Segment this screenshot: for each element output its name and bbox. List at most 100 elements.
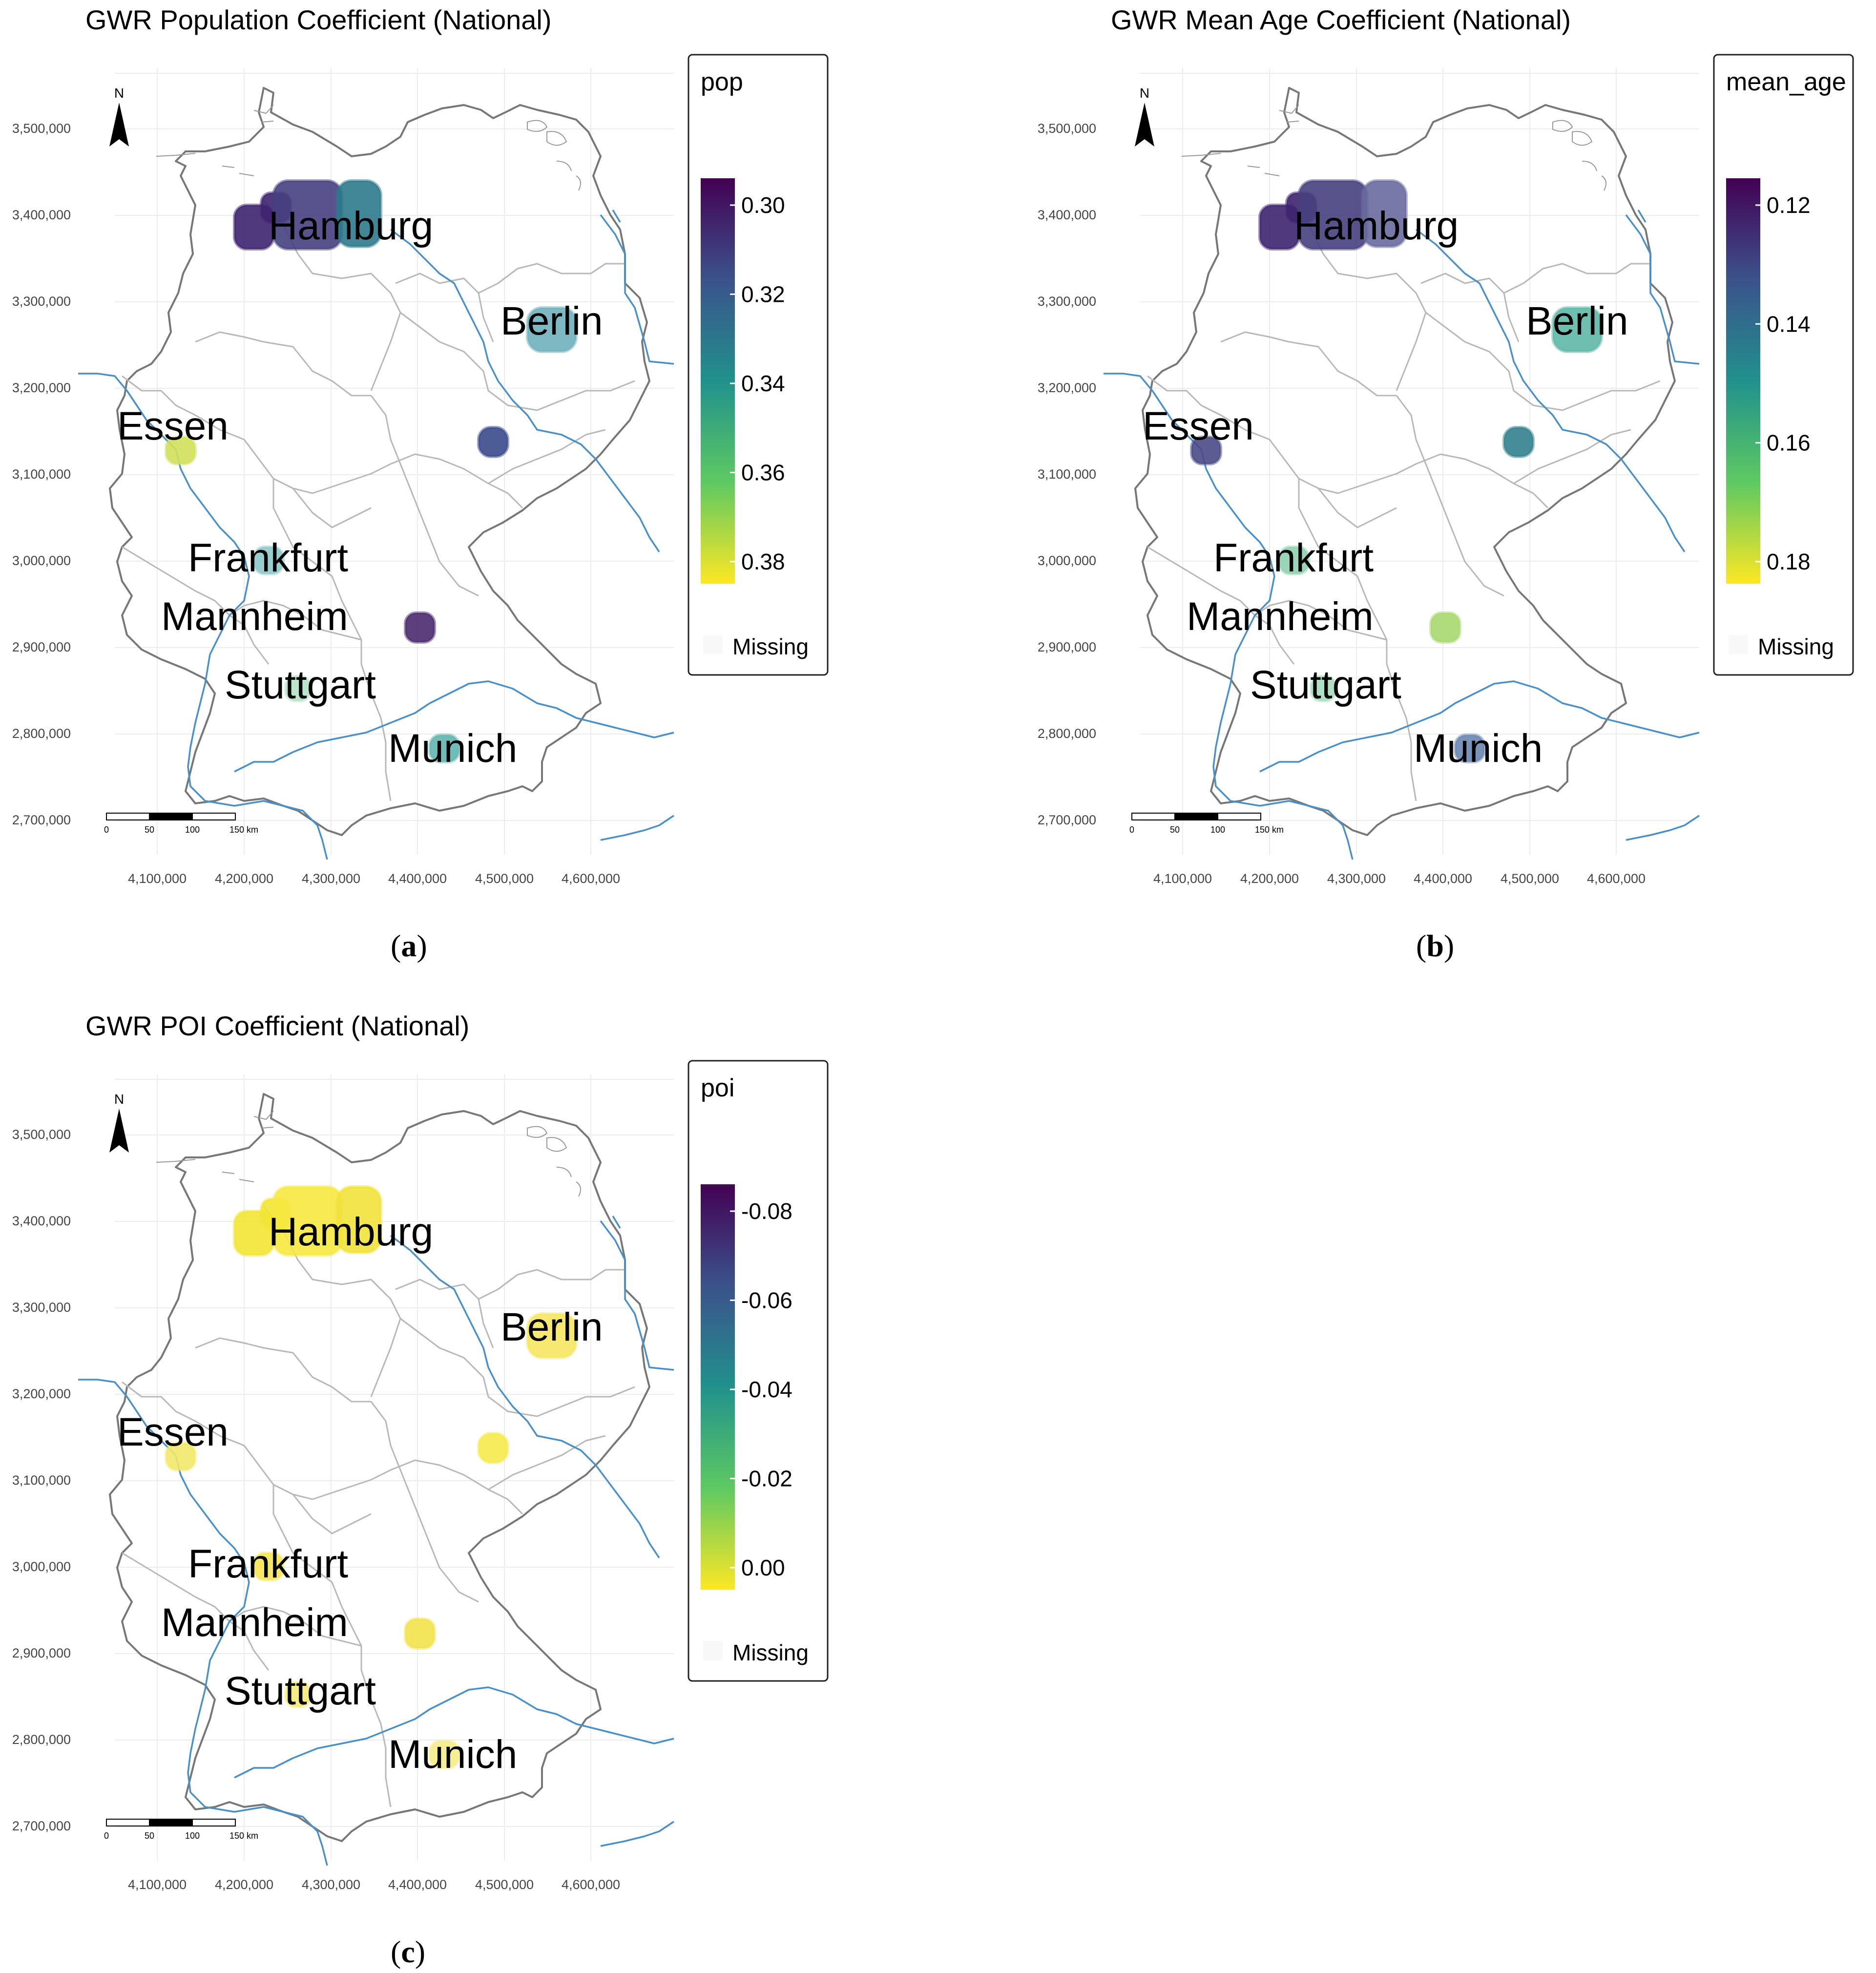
legend-tick-label: 0.16 [1767, 430, 1811, 456]
x-tick-label: 4,600,000 [562, 1877, 620, 1892]
north-sea-coast [156, 1111, 274, 1182]
scale-label: 50 [1170, 825, 1180, 835]
x-axis: 4,100,000 4,200,000 4,300,000 4,400,000 … [128, 1877, 620, 1892]
map-panel-b: GWR Mean Age Coefficient (National) 3,50… [1025, 0, 1876, 967]
y-tick-label: 2,700,000 [12, 813, 71, 827]
coefficient-points [165, 1185, 578, 1769]
cluster-essen [165, 436, 197, 465]
scale-bar: 0 50 100 150 km [104, 1819, 258, 1841]
y-tick-label: 3,100,000 [1038, 467, 1096, 482]
legend-ticks: 0.12 0.14 0.16 0.18 [1755, 192, 1811, 574]
scale-label: 0 [1129, 825, 1134, 835]
city-label-munich: Munich [388, 726, 517, 771]
scale-label: 0 [104, 825, 109, 835]
germany-outline [1134, 87, 1676, 836]
y-tick-label: 3,100,000 [12, 467, 71, 482]
legend-tick-label: 0.00 [741, 1555, 785, 1580]
city-label-stuttgart: Stuttgart [225, 1669, 376, 1713]
cluster-frankfurt [1278, 546, 1310, 575]
city-label-essen: Essen [117, 1410, 229, 1454]
cluster-stuttgart [284, 675, 312, 702]
y-tick-label: 2,800,000 [12, 726, 71, 741]
city-label-essen: Essen [117, 404, 229, 448]
y-tick-label: 3,500,000 [12, 121, 71, 136]
city-label-frankfurt: Frankfurt [188, 1542, 348, 1586]
cluster-essen [1190, 436, 1222, 465]
scale-bar: 0 50 100 150 km [104, 813, 258, 835]
x-tick-label: 4,200,000 [215, 1877, 273, 1892]
x-tick-label: 4,600,000 [562, 871, 620, 886]
map-title: GWR Mean Age Coefficient (National) [1111, 4, 1571, 35]
city-label-mannheim: Mannheim [1187, 594, 1374, 639]
y-tick-label: 2,700,000 [1038, 813, 1096, 827]
legend: poi -0.08 -0.06 -0.04 -0.02 0.00 Missing [688, 1060, 829, 1682]
cluster-munich [428, 734, 460, 763]
north-arrow: N [1135, 85, 1154, 147]
x-tick-label: 4,200,000 [1240, 871, 1299, 886]
cluster-hamburg-east [335, 179, 382, 248]
cluster-frankfurt [252, 1552, 285, 1581]
north-arrow: N [109, 1091, 129, 1153]
germany-outline [109, 87, 650, 836]
scale-label: 150 km [1255, 825, 1284, 835]
y-tick-label: 3,000,000 [12, 553, 71, 568]
y-tick-label: 2,900,000 [12, 1646, 71, 1660]
x-tick-label: 4,100,000 [1153, 871, 1212, 886]
y-tick-label: 3,400,000 [1038, 208, 1096, 222]
scale-bar: 0 50 100 150 km [1129, 813, 1284, 835]
rivers [78, 210, 674, 860]
y-axis: 3,500,000 3,400,000 3,300,000 3,200,000 … [12, 121, 71, 827]
y-tick-label: 3,500,000 [12, 1127, 71, 1142]
legend-tick-label: 0.30 [741, 192, 785, 218]
y-tick-label: 3,200,000 [1038, 380, 1096, 395]
city-label-mannheim: Mannheim [161, 1600, 348, 1645]
legend-missing-swatch [1729, 635, 1748, 654]
x-axis: 4,100,000 4,200,000 4,300,000 4,400,000 … [1153, 871, 1646, 886]
legend-colorbar [1726, 178, 1760, 584]
legend-tick-label: -0.08 [741, 1198, 792, 1224]
x-tick-label: 4,300,000 [302, 871, 360, 886]
scale-label: 100 [185, 1831, 200, 1841]
cluster-nuremberg [404, 611, 436, 644]
y-tick-label: 3,300,000 [12, 1300, 71, 1315]
x-tick-label: 4,500,000 [475, 871, 534, 886]
legend-title: poi [701, 1074, 734, 1102]
coefficient-points [1190, 179, 1603, 763]
legend-tick-label: -0.06 [741, 1288, 792, 1313]
city-label-stuttgart: Stuttgart [1250, 663, 1401, 707]
city-label-hamburg: Hamburg [269, 1210, 433, 1254]
y-tick-label: 2,800,000 [12, 1732, 71, 1747]
x-tick-label: 4,100,000 [128, 1877, 187, 1892]
y-tick-label: 3,300,000 [12, 294, 71, 309]
city-labels: Hamburg Berlin Essen Frankfurt Mannheim … [117, 1210, 603, 1777]
x-tick-label: 4,400,000 [388, 1877, 447, 1892]
legend-tick-label: -0.04 [741, 1377, 792, 1402]
y-tick-label: 2,900,000 [12, 640, 71, 654]
cluster-berlin [526, 306, 578, 353]
rivers [1104, 210, 1700, 860]
y-tick-label: 3,500,000 [1038, 121, 1096, 136]
cluster-hamburg-east [1361, 179, 1408, 248]
cluster-leipzig [477, 1432, 509, 1464]
legend-colorbar [701, 1184, 735, 1590]
y-axis: 3,500,000 3,400,000 3,300,000 3,200,000 … [12, 1127, 71, 1833]
x-tick-label: 4,600,000 [1587, 871, 1646, 886]
cluster-stuttgart [284, 1681, 312, 1708]
legend-title: mean_age [1726, 68, 1846, 96]
cluster-munich [428, 1740, 460, 1769]
legend-ticks: 0.30 0.32 0.34 0.36 0.38 [730, 192, 785, 574]
x-tick-label: 4,500,000 [1501, 871, 1559, 886]
map-panel-c: GWR POI Coefficient (National) 3,500,000… [0, 1006, 879, 1973]
state-borders [1147, 200, 1661, 801]
city-labels: Hamburg Berlin Essen Frankfurt Mannheim … [117, 204, 603, 771]
legend-title: pop [701, 68, 743, 96]
cluster-leipzig [1502, 426, 1535, 458]
x-axis: 4,100,000 4,200,000 4,300,000 4,400,000 … [128, 871, 620, 886]
y-tick-label: 3,400,000 [12, 1214, 71, 1228]
legend-tick-label: 0.14 [1767, 311, 1811, 336]
cluster-nuremberg [1429, 611, 1461, 644]
baltic-islands [527, 120, 581, 191]
city-label-stuttgart: Stuttgart [225, 663, 376, 707]
legend-tick-label: 0.12 [1767, 192, 1811, 218]
map-panel-a: GWR Population Coefficient (National) 3,… [0, 0, 879, 967]
